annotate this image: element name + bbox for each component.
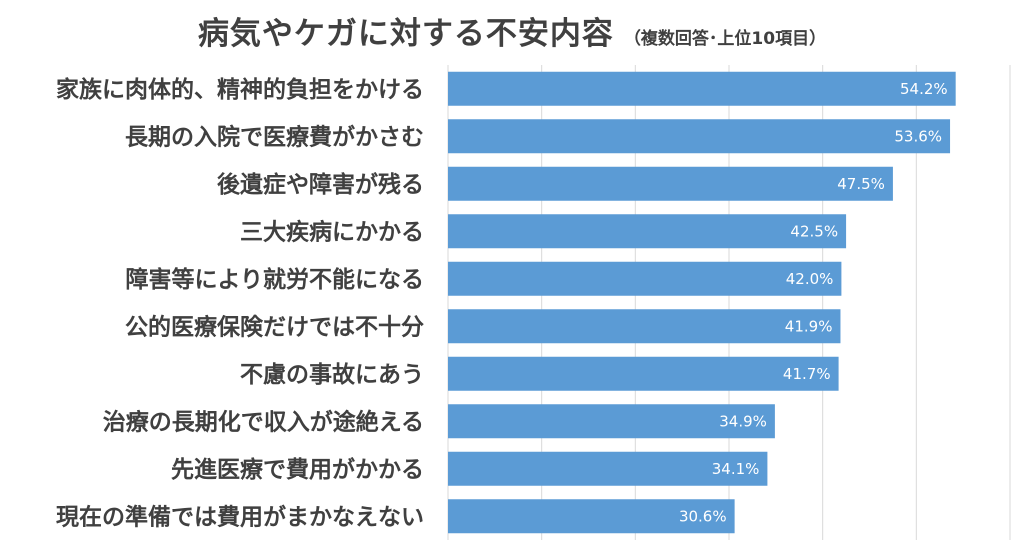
category-label: 現在の準備では費用がまかなえない bbox=[56, 503, 424, 530]
category-labels: 家族に肉体的、精神的負担をかける長期の入院で医療費がかさむ後遺症や障害が残る三大… bbox=[56, 76, 424, 531]
category-label: 治療の長期化で収入が途絶える bbox=[103, 408, 424, 435]
bars: 54.2% 53.6% 47.5% 42.5% 42.0% 41.9% 41.7% 34.9%… bbox=[448, 71, 956, 534]
category-label: 家族に肉体的、精神的負担をかける bbox=[56, 76, 424, 103]
data-label: 41.9% bbox=[785, 317, 833, 335]
bar bbox=[448, 499, 735, 534]
chart-subtitle: （複数回答･上位10項目） bbox=[623, 29, 827, 49]
bar bbox=[448, 309, 841, 344]
data-label: 54.2% bbox=[900, 80, 948, 98]
category-label: 先進医療で費用がかかる bbox=[171, 456, 424, 483]
bar bbox=[448, 404, 775, 439]
category-label: 障害等により就労不能になる bbox=[125, 266, 424, 293]
category-label: 不慮の事故にあう bbox=[240, 362, 424, 388]
data-label: 34.9% bbox=[719, 412, 767, 430]
data-label: 53.6% bbox=[894, 127, 942, 145]
bar bbox=[448, 451, 768, 486]
chart-title: 病気やケガに対する不安内容 （複数回答･上位10項目） bbox=[0, 8, 1024, 53]
bar bbox=[448, 119, 951, 154]
category-label: 三大疾病にかかる bbox=[240, 218, 424, 245]
bar bbox=[448, 214, 847, 249]
category-label: 長期の入院で医療費がかさむ bbox=[125, 123, 424, 150]
category-label: 後遺症や障害が残る bbox=[217, 171, 424, 198]
category-label: 公的医療保険だけでは不十分 bbox=[125, 313, 424, 340]
bar bbox=[448, 71, 956, 106]
data-label: 47.5% bbox=[837, 175, 885, 193]
data-label: 42.0% bbox=[786, 270, 834, 288]
bar bbox=[448, 356, 839, 391]
bar bbox=[448, 261, 842, 296]
data-label: 41.7% bbox=[783, 365, 831, 383]
data-label: 42.5% bbox=[790, 222, 838, 240]
chart-title-main: 病気やケガに対する不安内容 bbox=[197, 16, 614, 52]
bar bbox=[448, 166, 893, 201]
data-label: 34.1% bbox=[712, 460, 760, 478]
data-label: 30.6% bbox=[679, 507, 727, 525]
